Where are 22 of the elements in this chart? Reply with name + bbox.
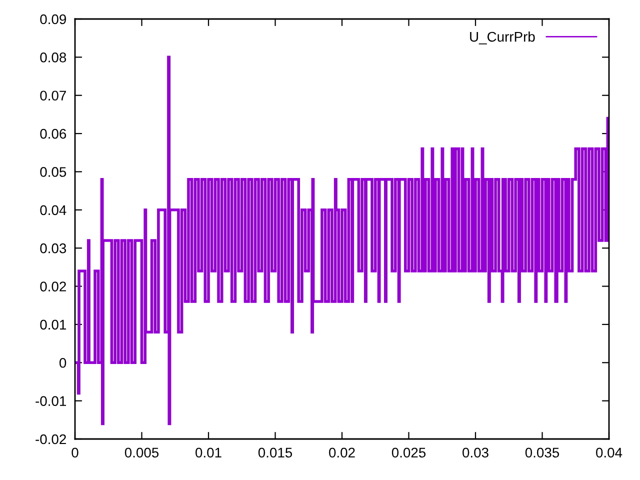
x-tick-label: 0.025	[392, 448, 426, 458]
x-tick-label: 0.015	[258, 448, 292, 458]
x-tick-label: 0.01	[196, 448, 222, 458]
y-tick-label: -0.01	[36, 396, 66, 406]
y-tick-label: -0.02	[36, 434, 66, 444]
y-tick-label: 0.01	[40, 320, 66, 330]
x-tick-label: 0.02	[329, 448, 355, 458]
x-tick-label: 0.03	[462, 448, 488, 458]
y-tick-label: 0	[59, 358, 66, 368]
y-tick-label: 0.05	[40, 167, 66, 177]
y-tick-label: 0.07	[40, 90, 66, 101]
x-tick-label: 0.04	[596, 448, 622, 458]
x-tick-label: 0	[72, 448, 78, 458]
legend-label: U_CurrPrb	[470, 32, 535, 44]
y-tick-label: 0.04	[40, 205, 66, 216]
y-tick-label: 0.02	[40, 282, 66, 292]
y-tick-label: 0.09	[40, 14, 66, 24]
y-tick-label: 0.08	[40, 52, 66, 62]
y-tick-label: 0.03	[40, 243, 66, 254]
x-tick-label: 0.035	[525, 448, 560, 458]
y-tick-label: 0.06	[40, 128, 66, 139]
x-tick-label: 0.005	[124, 448, 159, 458]
